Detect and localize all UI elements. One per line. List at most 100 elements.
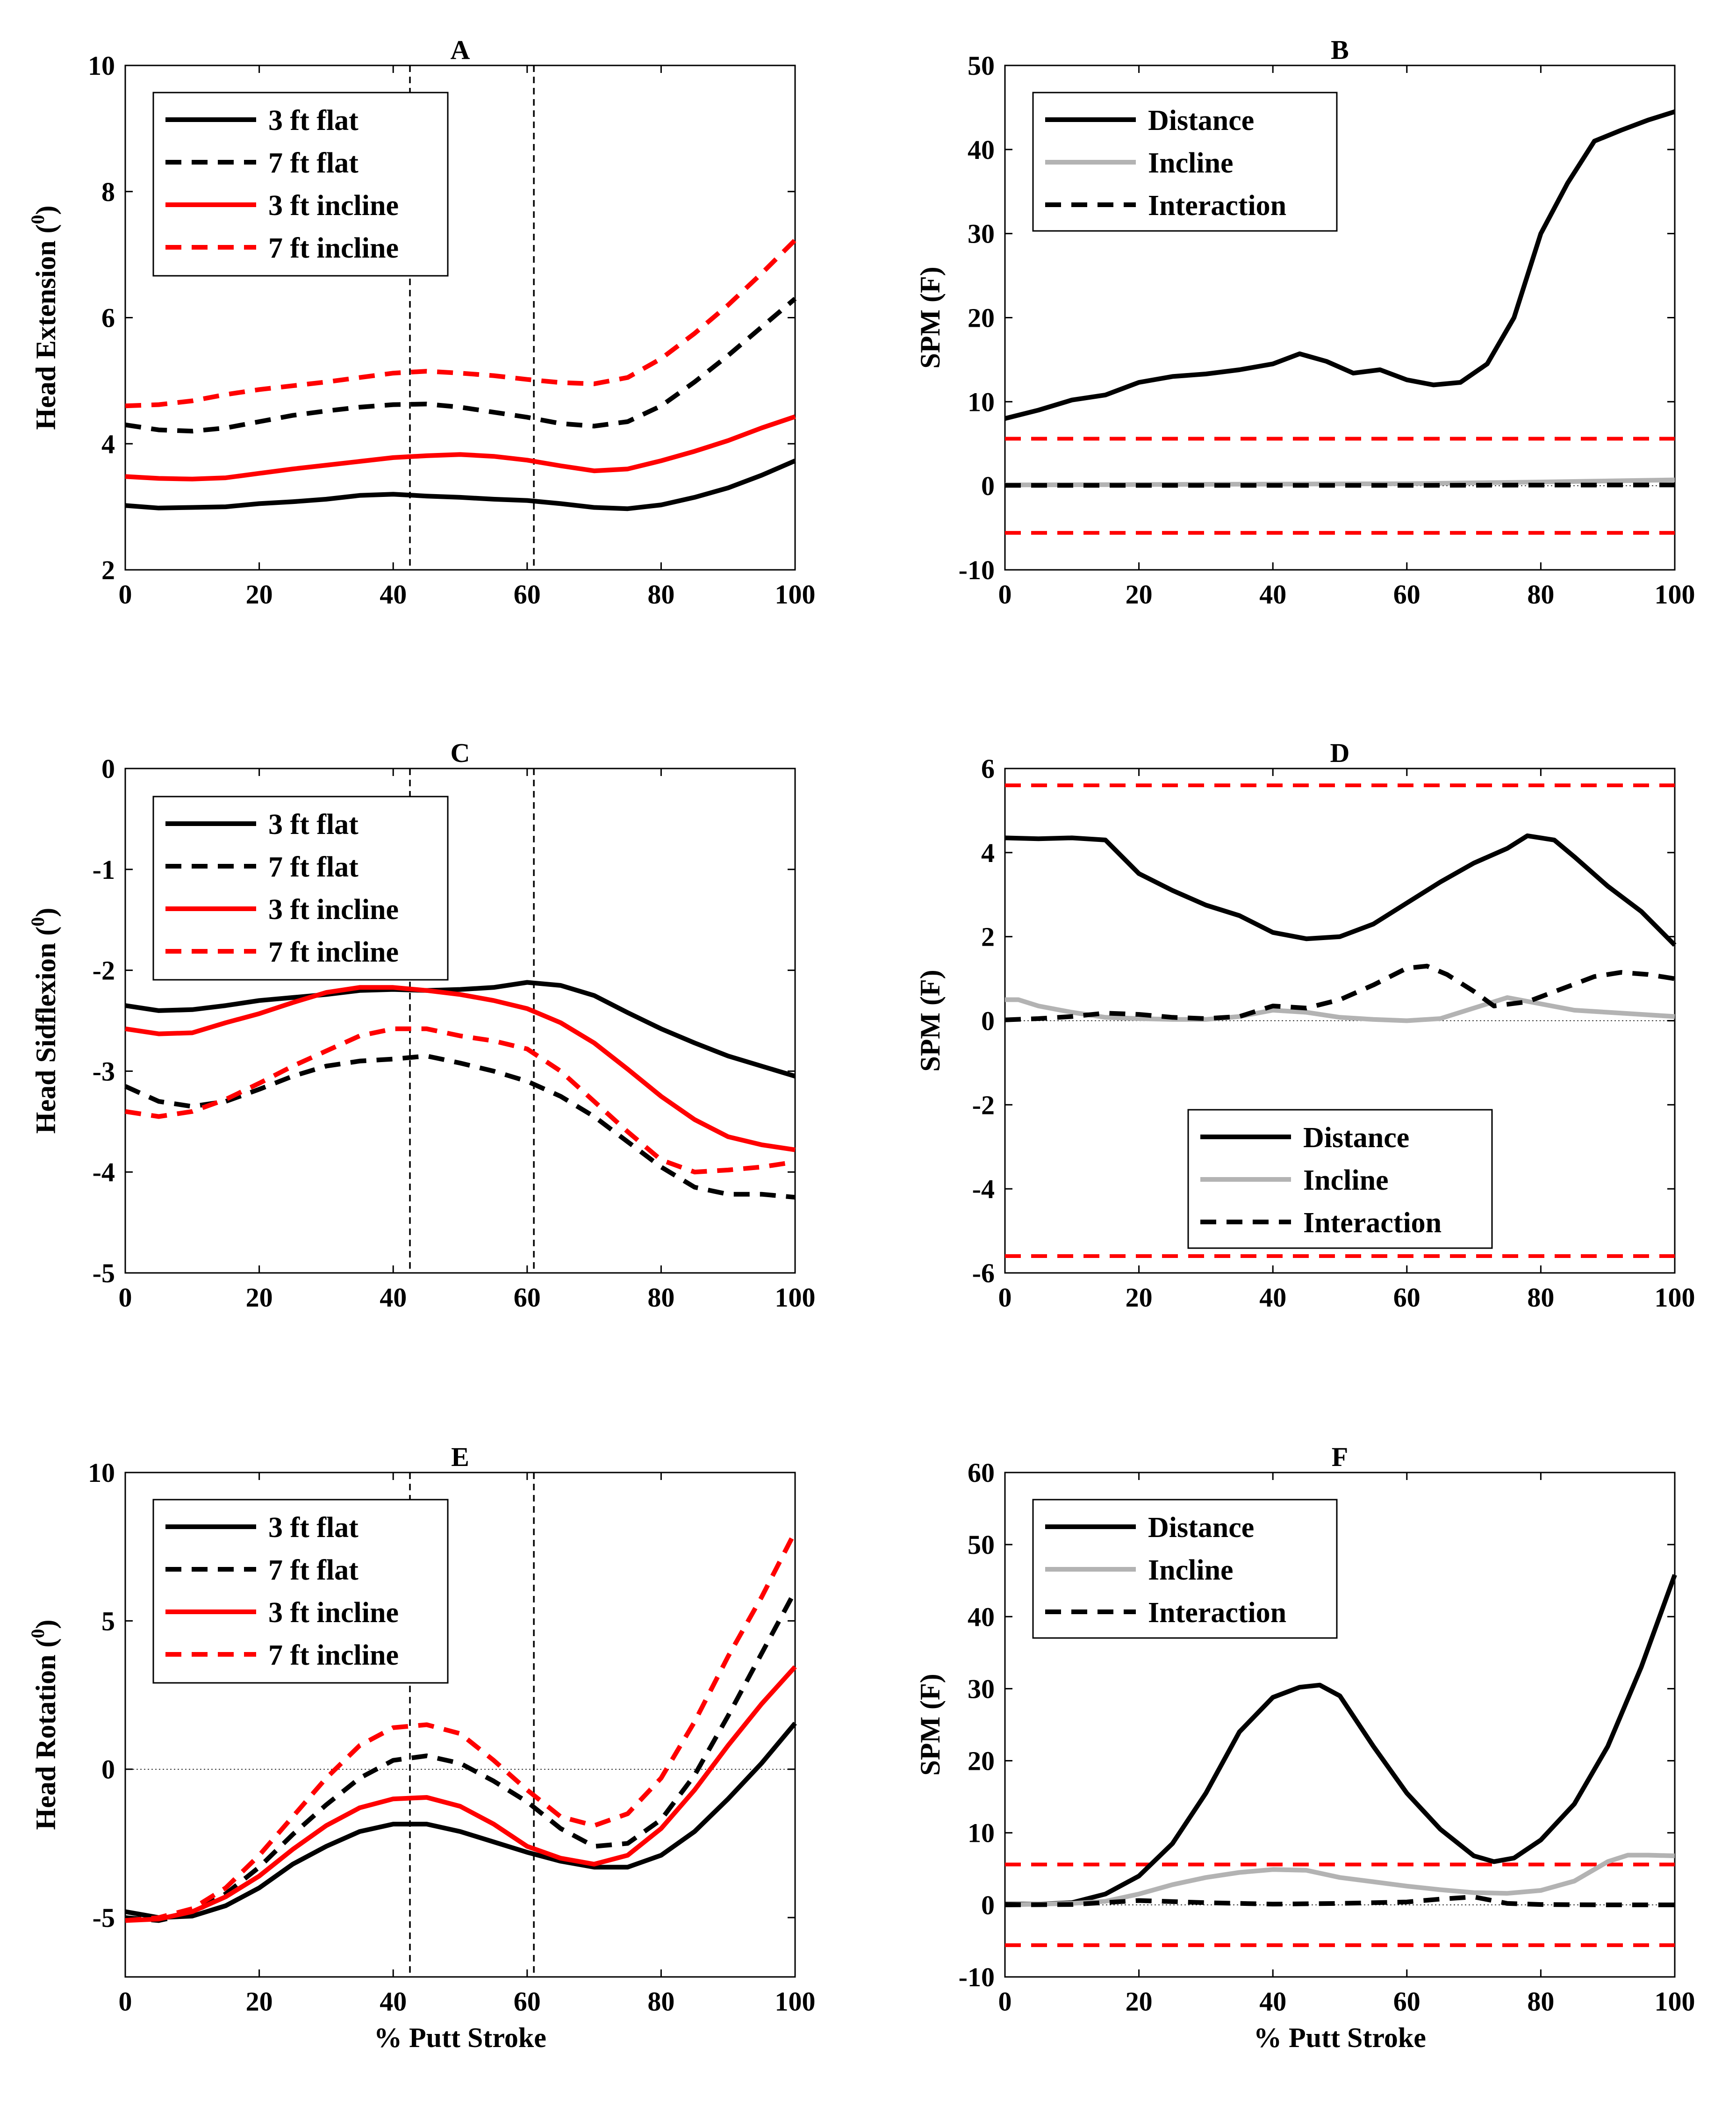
series-line-3-ft-flat [125, 1722, 797, 1920]
y-tick-label: 30 [968, 1674, 995, 1704]
y-axis-label: Head Sidflexion (0) [27, 908, 61, 1134]
x-tick-label: 0 [998, 1986, 1012, 2017]
panel-title: F [1332, 1442, 1348, 1472]
y-tick-label: 60 [968, 1458, 995, 1488]
x-tick-label: 20 [246, 579, 273, 610]
panel-title: E [451, 1442, 469, 1472]
y-tick-label: 4 [981, 838, 995, 868]
y-tick-label: 0 [981, 1006, 995, 1036]
legend-label: 3 ft flat [268, 105, 359, 137]
series-line-incline [1004, 1853, 1675, 1907]
series-line-7-ft-incline [125, 1026, 796, 1175]
series-line-3-ft-flat [125, 980, 796, 1078]
x-tick-label: 100 [1655, 1986, 1695, 2017]
x-tick-label: 20 [246, 1282, 273, 1313]
y-tick-label: 8 [101, 177, 115, 207]
legend-label: 3 ft incline [268, 1597, 399, 1629]
x-tick-label: 0 [998, 579, 1012, 610]
panel-title: D [1330, 738, 1350, 768]
legend-label: Distance [1148, 1512, 1254, 1544]
y-tick-label: -10 [959, 1962, 995, 1992]
y-tick-label: 6 [981, 754, 995, 784]
x-tick-label: 60 [514, 1986, 541, 2017]
y-tick-label: -6 [972, 1258, 995, 1288]
legend-label: Interaction [1148, 1597, 1286, 1629]
y-tick-label: 0 [101, 754, 115, 784]
y-tick-label: -4 [93, 1157, 115, 1187]
series-line-3-ft-flat [125, 459, 796, 511]
panel-d: 0 20 40 60 80 100 -6 -4 -2 0 2 4 6 D SPM (F) Distance In… [915, 738, 1695, 1313]
legend-label: Incline [1148, 1554, 1234, 1586]
legend-label: Distance [1303, 1122, 1409, 1154]
y-axis-label: SPM (F) [915, 266, 946, 368]
legend-label: 3 ft incline [268, 894, 399, 926]
y-tick-label: 10 [968, 1818, 995, 1848]
y-tick-label: 0 [101, 1754, 115, 1785]
legend-label: 7 ft flat [268, 1554, 359, 1586]
y-tick-label: 40 [968, 1602, 995, 1632]
y-axis-label: Head Extension (0) [27, 205, 61, 430]
series-line-3-ft-incline [125, 414, 796, 481]
x-tick-label: 60 [1393, 579, 1420, 610]
y-axis-label-suffix: ) [30, 1620, 61, 1629]
x-axis-label: % Putt Stroke [374, 2022, 546, 2053]
legend: 3 ft flat 7 ft flat 3 ft incline 7 ft incli… [152, 1499, 449, 1684]
x-tick-label: 100 [775, 1986, 816, 2017]
legend-label: Distance [1148, 105, 1254, 137]
legend-label: Interaction [1148, 190, 1286, 222]
x-tick-label: 40 [1259, 1282, 1286, 1313]
y-tick-label: 50 [968, 50, 995, 81]
x-tick-label: 40 [380, 579, 407, 610]
y-tick-label: -4 [972, 1174, 995, 1204]
axes-frame [124, 768, 796, 1274]
series-line-3-ft-incline [125, 985, 796, 1152]
series-line-distance [1004, 833, 1677, 947]
x-tick-label: 80 [1527, 1986, 1554, 2017]
legend: Distance Incline Interaction [1032, 1499, 1338, 1639]
x-tick-label: 80 [647, 579, 674, 610]
x-tick-label: 60 [1393, 1282, 1420, 1313]
series-line-7-ft-incline [125, 238, 797, 409]
series-line-7-ft-flat [125, 1590, 797, 1923]
y-axis-label: SPM (F) [915, 970, 946, 1071]
series-line-3-ft-incline [125, 1665, 797, 1923]
y-tick-label: 5 [101, 1606, 115, 1636]
y-tick-label: 50 [968, 1530, 995, 1560]
x-tick-label: 80 [1527, 579, 1554, 610]
x-tick-label: 0 [119, 1282, 132, 1313]
x-tick-label: 40 [1259, 1986, 1286, 2017]
y-axis-label-suffix: ) [30, 908, 61, 917]
y-tick-label: 10 [968, 387, 995, 417]
legend-label: 3 ft flat [268, 1512, 359, 1544]
legend-label: 7 ft flat [268, 851, 359, 883]
x-tick-label: 40 [1259, 579, 1286, 610]
y-tick-label: 30 [968, 219, 995, 249]
x-tick-label: 100 [1655, 579, 1695, 610]
y-tick-label: 6 [101, 303, 115, 333]
legend: Distance Incline Interaction [1032, 92, 1338, 232]
x-tick-label: 60 [1393, 1986, 1420, 2017]
legend-label: 3 ft flat [268, 809, 359, 841]
y-tick-label: 0 [981, 1890, 995, 1920]
series-line-7-ft-flat [124, 1054, 796, 1200]
y-axis-label-main: Head Sidflexion ( [30, 927, 61, 1134]
y-axis-label-superscript: 0 [27, 1629, 48, 1638]
panel-title: C [451, 738, 470, 768]
y-tick-label: 10 [88, 50, 115, 81]
x-tick-label: 0 [119, 579, 132, 610]
y-tick-label: 0 [981, 471, 995, 501]
y-tick-label: 2 [981, 922, 995, 952]
legend-label: 3 ft incline [268, 190, 399, 222]
series-line-distance [1004, 109, 1676, 421]
x-tick-label: 40 [380, 1986, 407, 2017]
series-line-7-ft-flat [125, 297, 797, 434]
x-tick-label: 100 [775, 1282, 816, 1313]
y-tick-label: -3 [93, 1056, 115, 1086]
legend-label: Incline [1303, 1164, 1389, 1196]
x-tick-label: 100 [775, 579, 816, 610]
